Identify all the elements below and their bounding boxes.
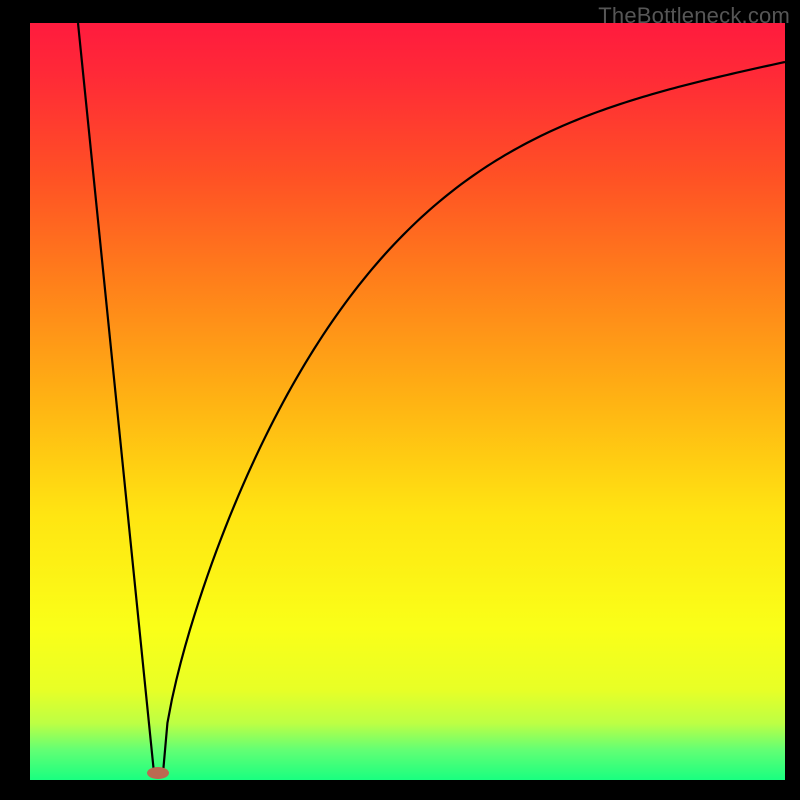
chart-container: TheBottleneck.com (0, 0, 800, 800)
chart-svg (0, 0, 800, 800)
notch-marker (147, 767, 169, 779)
watermark-text: TheBottleneck.com (598, 3, 790, 29)
